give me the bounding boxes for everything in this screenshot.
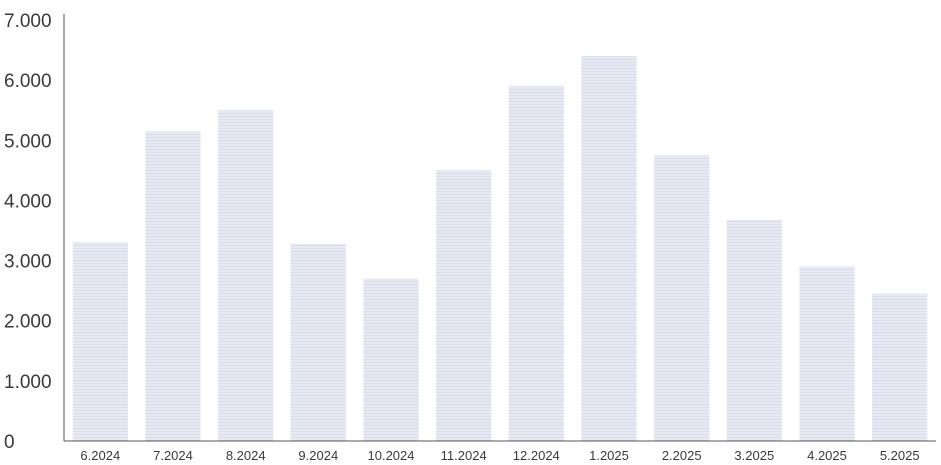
y-tick-label: 3.000 <box>4 252 52 273</box>
x-tick-label: 5.2025 <box>880 448 920 463</box>
x-tick-label: 9.2024 <box>298 448 338 463</box>
bar-10.2024 <box>363 278 419 441</box>
x-tick-label: 6.2024 <box>80 448 120 463</box>
x-axis-tick-labels: 6.2024 7.2024 8.2024 9.2024 10.2024 11.2024 12… <box>80 448 919 463</box>
x-tick-label: 7.2024 <box>153 448 193 463</box>
bar-11.2024 <box>436 170 492 441</box>
bar-9.2024 <box>290 243 346 441</box>
x-tick-label: 3.2025 <box>734 448 774 463</box>
axes-layer <box>63 14 936 442</box>
bar-12.2024 <box>508 86 564 441</box>
bar-7.2024 <box>145 131 201 442</box>
y-tick-label: 6.000 <box>4 71 52 92</box>
bar-5.2025 <box>872 293 928 441</box>
y-tick-label: 2.000 <box>4 312 52 333</box>
y-tick-label: 4.000 <box>4 191 52 212</box>
bars-layer <box>72 56 928 442</box>
bar-4.2025 <box>799 266 855 441</box>
bar-3.2025 <box>726 219 782 441</box>
x-tick-label: 1.2025 <box>589 448 629 463</box>
x-tick-label: 8.2024 <box>226 448 266 463</box>
x-tick-label: 4.2025 <box>807 448 847 463</box>
y-tick-label: 0 <box>4 432 15 453</box>
x-tick-label: 2.2025 <box>662 448 702 463</box>
y-tick-label: 7.000 <box>4 11 52 32</box>
y-tick-label: 5.000 <box>4 131 52 152</box>
bar-1.2025 <box>581 56 637 441</box>
bar-2.2025 <box>654 155 710 442</box>
x-tick-label: 10.2024 <box>368 448 415 463</box>
bar-8.2024 <box>218 110 274 441</box>
x-tick-label: 12.2024 <box>513 448 560 463</box>
y-tick-label: 1.000 <box>4 372 52 393</box>
x-tick-label: 11.2024 <box>441 448 487 463</box>
bar-6.2024 <box>72 242 128 441</box>
y-axis-tick-labels: 0 1.000 2.000 3.000 4.000 5.000 6.000 7.000 <box>4 11 52 453</box>
